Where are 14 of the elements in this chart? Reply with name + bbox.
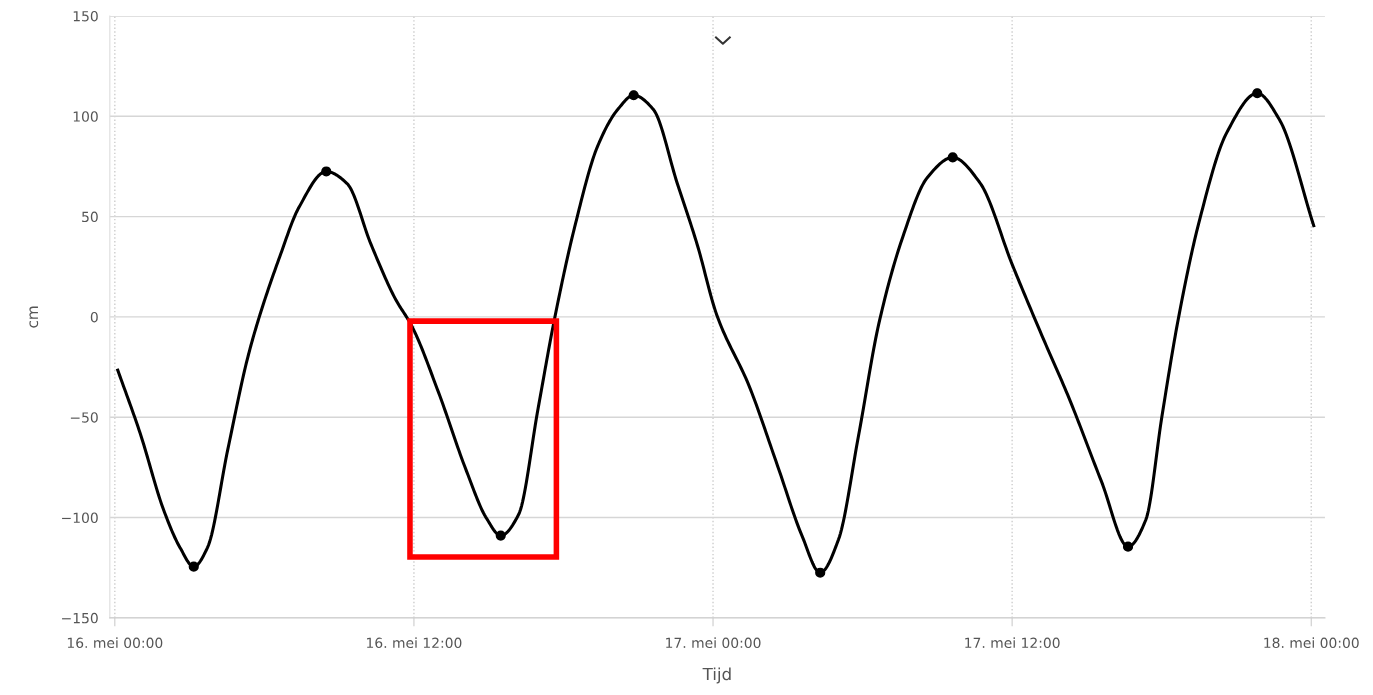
y-tick-label: −50 (70, 412, 98, 423)
y-tick-label: 150 (73, 10, 98, 22)
y-tick-label: 100 (73, 111, 98, 122)
x-tick-label: 16. mei 00:00 (67, 637, 163, 649)
y-tick-label: 0 (90, 311, 98, 323)
x-axis-title: Tijd (702, 667, 731, 684)
x-tick-label: 16. mei 12:00 (367, 637, 462, 649)
y-tick-label: −100 (62, 512, 98, 524)
y-axis-title: cm (29, 306, 39, 328)
y-tick-label: 50 (82, 211, 98, 223)
x-tick-label: 18. mei 00:00 (1264, 637, 1359, 649)
x-tick-label: 17. mei 00:00 (666, 637, 761, 649)
y-tick-label: −150 (62, 612, 98, 624)
x-tick-label: 17. mei 12:00 (965, 637, 1060, 649)
